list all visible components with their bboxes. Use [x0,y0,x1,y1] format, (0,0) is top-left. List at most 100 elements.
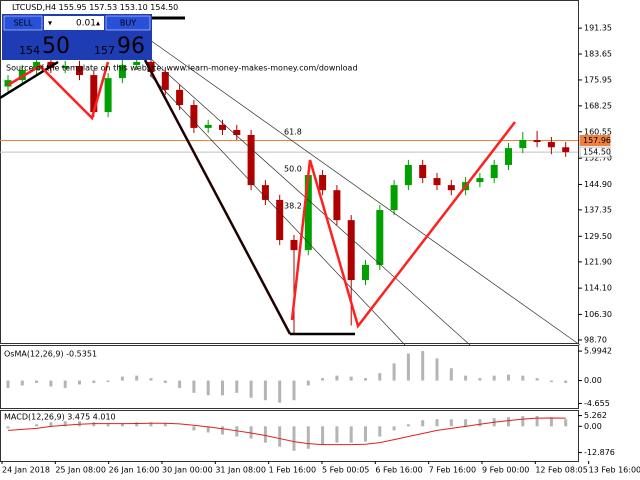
symbol: LTCUSD,H4 [12,3,56,12]
candle-body [61,65,69,68]
histogram-bar [249,380,253,398]
y-tick-label: 144.90 [584,180,612,189]
y-tick-label: 175.95 [584,75,612,84]
x-tick-label: 7 Feb 16:00 [429,466,476,475]
watermark: Source of the template on this website: … [6,64,358,73]
candle-body [319,175,327,191]
trendlines [0,16,581,346]
histogram-bar [92,380,96,384]
signal-line [7,417,566,446]
histogram-bar [507,374,510,381]
lot-down[interactable]: ▾ [48,19,52,28]
ask-small[interactable]: 157 [94,44,115,57]
histogram-bar [378,373,382,381]
x-tick-label: 9 Feb 00:00 [482,466,529,475]
bid-small[interactable]: 154 [19,44,40,57]
sell-button[interactable] [3,15,43,31]
candle-body [247,134,255,186]
y-tick-label: 160.55 [584,127,612,136]
histogram-bar [492,375,496,381]
y-tick-label: 5.9942 [584,347,612,356]
candle-body [333,190,341,221]
histogram-bar [464,375,468,381]
price-tag-label: 157.96 [583,136,611,145]
histogram-bar [163,380,167,384]
y-tick-label: 106.30 [584,310,612,319]
ohlc: 155.95 157.53 153.10 154.50 [59,3,179,12]
histogram-bar [249,426,253,439]
y-tick-label: 0.00 [584,422,602,431]
candle-body [147,61,155,73]
histogram-bar [78,380,81,385]
candle-body [347,220,355,281]
histogram-bar [278,426,282,447]
candle-body [562,147,570,153]
macd-title: MACD(12,26,9) 3.475 4.010 [4,413,116,422]
candle-body [533,140,541,143]
fib-ray [149,74,406,346]
candle-body [433,178,441,186]
histogram-bar [149,378,153,381]
candle-body [447,185,455,191]
histogram-bar [549,417,553,427]
histogram-bar [63,421,67,427]
candle-body [233,129,241,135]
price-tag [579,146,611,158]
chart-title: LTCUSD,H4 155.95 157.53 153.10 154.50 [12,3,178,12]
fib-label: 50.0 [284,165,302,174]
x-tick-label: 12 Feb 08:05 [535,466,587,475]
candle-body [404,164,412,186]
lot-input[interactable] [44,16,104,30]
candle-body [90,75,98,113]
price-tag [579,134,611,146]
x-tick-label: 1 Feb 16:00 [269,466,316,475]
candle-body [133,61,141,65]
buy-label[interactable]: BUY [120,19,136,28]
candle-body [519,140,527,149]
histogram-bar [564,380,568,384]
x-tick-label: 24 Jan 2018 [2,466,50,475]
candle-body [376,210,384,265]
histogram-bar [206,426,210,433]
histogram-bar [35,380,39,384]
x-tick-label: 31 Jan 08:00 [215,466,266,475]
x-tick-label: 5 Feb 00:05 [322,466,369,475]
y-tick-label: 168.25 [584,101,612,110]
candle-body [276,199,284,240]
histogram-bar [6,380,10,388]
histogram-bar [521,416,525,427]
ask-big[interactable]: 96 [117,34,145,59]
candle-body [390,185,398,211]
sell-label[interactable]: SELL [13,19,33,28]
histogram-bar [421,351,425,381]
fib-ray [149,57,471,346]
histogram-bar [292,380,296,401]
histogram-bar [349,376,353,381]
histogram-bar [306,380,310,386]
bid-big[interactable]: 50 [42,34,70,59]
histogram-bar [120,376,124,381]
x-tick-label: 6 Feb 16:00 [375,466,422,475]
lot-value[interactable]: 0.01 [76,19,96,29]
zigzag [290,121,516,329]
candle-body [476,178,484,183]
buy-button[interactable] [105,15,151,31]
histogram-bar [478,419,482,427]
histogram-bar [20,380,24,386]
candle-body [505,148,512,165]
trade-panel: SELL ▾ ▴ 0.01 BUY 154 50 157 96 [2,14,152,60]
histogram-bar [335,426,339,443]
osma-title: OsMA(12,26,9) -0.5351 [4,350,97,359]
y-tick-label: 152.70 [584,154,612,163]
histogram-bar [35,424,39,427]
candle-body [176,89,184,106]
histogram-bar [378,426,382,437]
histogram-bar [435,358,439,381]
histogram-bar [535,378,539,381]
candle-body [161,72,169,90]
lot-up[interactable]: ▴ [96,19,100,28]
candle-body [104,78,112,113]
